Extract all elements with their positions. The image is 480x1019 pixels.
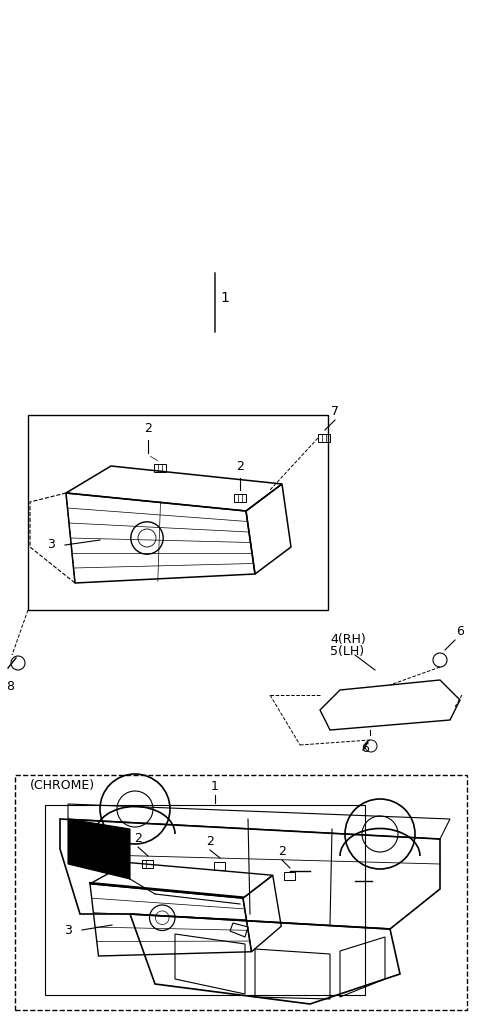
Bar (154, 464, 166, 472)
Polygon shape (68, 819, 130, 879)
Text: (CHROME): (CHROME) (30, 779, 95, 792)
Text: 1: 1 (220, 291, 229, 305)
Text: 6: 6 (456, 625, 464, 638)
Bar (28, 415, 328, 610)
Text: 2: 2 (144, 422, 152, 435)
Bar (234, 494, 246, 502)
Text: 2: 2 (236, 460, 244, 473)
Bar (318, 434, 330, 442)
Text: 2: 2 (206, 835, 214, 848)
Text: 1: 1 (211, 780, 219, 793)
Bar (45, 805, 365, 995)
Text: 2: 2 (134, 832, 142, 845)
Bar (142, 860, 153, 868)
Text: 2: 2 (278, 845, 286, 858)
Bar (214, 862, 225, 870)
Text: 3: 3 (47, 538, 55, 551)
Text: 6: 6 (361, 742, 369, 755)
Bar (284, 872, 295, 880)
Text: 5(LH): 5(LH) (330, 645, 364, 658)
Text: 7: 7 (331, 405, 339, 418)
Text: 4(RH): 4(RH) (330, 634, 366, 646)
Bar (15, 775, 467, 1010)
Text: 8: 8 (6, 680, 14, 693)
Text: 3: 3 (64, 923, 72, 936)
